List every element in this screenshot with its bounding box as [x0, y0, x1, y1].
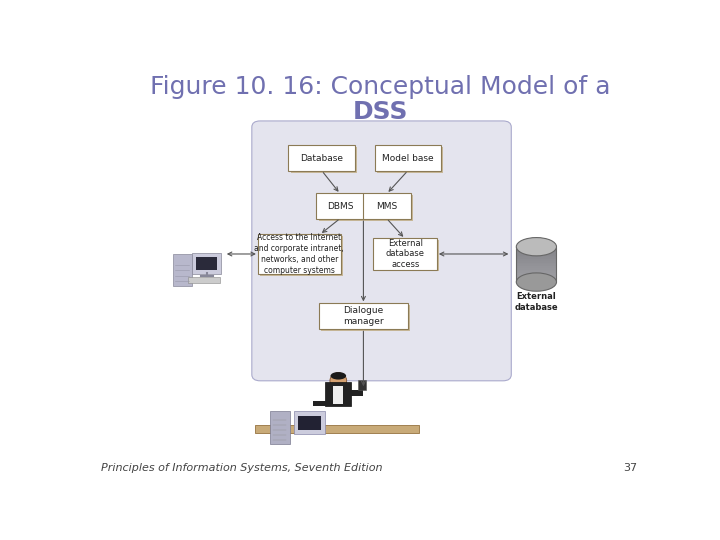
Text: Model base: Model base: [382, 154, 434, 163]
Text: Database: Database: [300, 154, 343, 163]
Ellipse shape: [516, 238, 557, 256]
Text: DSS: DSS: [352, 100, 408, 124]
Bar: [516, 258, 557, 259]
Bar: [516, 275, 557, 277]
FancyBboxPatch shape: [319, 303, 408, 329]
FancyBboxPatch shape: [377, 147, 444, 173]
Bar: [516, 262, 557, 265]
Bar: [255, 426, 419, 433]
Text: Dialogue
manager: Dialogue manager: [343, 307, 384, 326]
FancyBboxPatch shape: [325, 382, 351, 406]
Bar: [516, 268, 557, 269]
Bar: [516, 261, 557, 262]
FancyBboxPatch shape: [173, 254, 192, 286]
FancyBboxPatch shape: [196, 257, 217, 270]
Bar: [516, 250, 557, 252]
Text: DBMS: DBMS: [327, 201, 354, 211]
Bar: [516, 272, 557, 273]
FancyBboxPatch shape: [321, 305, 410, 331]
FancyBboxPatch shape: [316, 193, 410, 219]
Bar: [516, 252, 557, 254]
FancyBboxPatch shape: [258, 234, 341, 274]
FancyBboxPatch shape: [333, 386, 343, 404]
Bar: [516, 273, 557, 275]
FancyBboxPatch shape: [192, 253, 221, 274]
Bar: [516, 280, 557, 282]
Text: Principles of Information Systems, Seventh Edition: Principles of Information Systems, Seven…: [101, 463, 382, 473]
Bar: [516, 255, 557, 258]
Bar: [516, 277, 557, 279]
FancyBboxPatch shape: [348, 390, 363, 396]
Text: 37: 37: [623, 463, 637, 473]
Bar: [516, 247, 557, 248]
Text: MMS: MMS: [376, 201, 397, 211]
FancyBboxPatch shape: [270, 411, 290, 444]
Ellipse shape: [330, 373, 347, 389]
Bar: [516, 247, 557, 282]
FancyBboxPatch shape: [260, 235, 343, 275]
FancyBboxPatch shape: [297, 416, 321, 430]
FancyBboxPatch shape: [294, 411, 325, 434]
Text: Access to the Internet
and corporate intranet,
networks, and other
computer syst: Access to the Internet and corporate int…: [254, 233, 344, 275]
FancyBboxPatch shape: [291, 147, 357, 173]
FancyBboxPatch shape: [312, 401, 330, 406]
Text: External
database: External database: [515, 293, 558, 312]
FancyBboxPatch shape: [188, 277, 220, 282]
FancyBboxPatch shape: [358, 380, 366, 389]
Ellipse shape: [516, 273, 557, 291]
Bar: [516, 266, 557, 268]
Bar: [516, 279, 557, 280]
FancyBboxPatch shape: [252, 121, 511, 381]
Bar: [516, 254, 557, 255]
Bar: [516, 269, 557, 272]
FancyBboxPatch shape: [318, 195, 413, 221]
FancyBboxPatch shape: [289, 145, 355, 171]
Text: Figure 10. 16: Conceptual Model of a: Figure 10. 16: Conceptual Model of a: [150, 75, 611, 99]
FancyBboxPatch shape: [375, 145, 441, 171]
FancyBboxPatch shape: [376, 240, 439, 272]
Ellipse shape: [330, 372, 346, 380]
Bar: [516, 259, 557, 261]
Bar: [516, 265, 557, 266]
Bar: [516, 248, 557, 250]
FancyBboxPatch shape: [374, 238, 437, 270]
Text: External
database
access: External database access: [386, 239, 425, 269]
